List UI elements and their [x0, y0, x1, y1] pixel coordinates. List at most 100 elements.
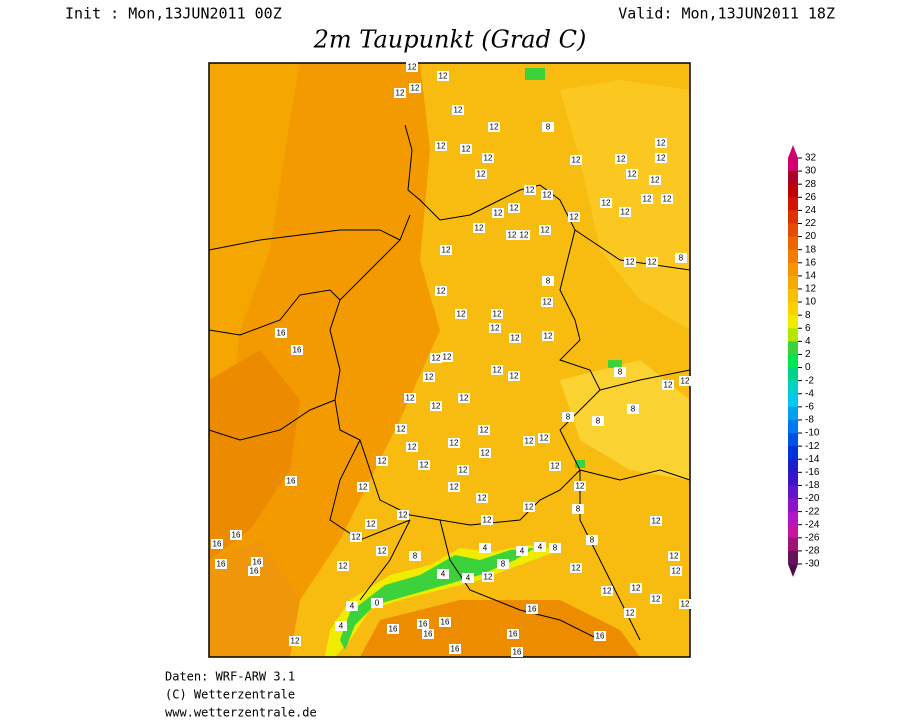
station-value: 12	[602, 199, 611, 208]
station-value: 12	[544, 332, 553, 341]
legend-swatch	[788, 393, 798, 408]
station-box	[655, 138, 667, 148]
station-box	[423, 372, 435, 382]
station-box	[641, 194, 653, 204]
station-value: 12	[478, 494, 487, 503]
station-value: 12	[484, 573, 493, 582]
station-box	[539, 225, 551, 235]
station-box	[489, 323, 501, 333]
station-box	[215, 559, 227, 569]
legend-swatch	[788, 302, 798, 316]
legend-tick-label: 6	[805, 323, 811, 334]
station-box	[570, 563, 582, 573]
station-value: 12	[442, 246, 451, 255]
station-labels: 12 12 12 12 12 8 12 12 12 12 12 12 12 12 12 12 12 12 12 12 1…	[211, 62, 691, 657]
station-value: 12	[526, 186, 535, 195]
station-box	[492, 208, 504, 218]
station-value: 12	[437, 142, 446, 151]
legend-tick-label: -30	[805, 559, 820, 570]
station-value: 12	[648, 258, 657, 267]
station-value: 12	[511, 334, 520, 343]
legend-swatch	[788, 433, 798, 447]
legend-swatch	[788, 158, 798, 172]
station-box	[285, 476, 297, 486]
station-value: 12	[681, 600, 690, 609]
station-value: 12	[493, 310, 502, 319]
legend-swatch	[788, 210, 798, 224]
borders	[208, 124, 691, 641]
station-value: 12	[572, 156, 581, 165]
station-value: 8	[679, 254, 684, 263]
station-value: 16	[277, 329, 286, 338]
map-frame	[208, 62, 691, 658]
station-box	[542, 122, 554, 132]
station-value: 12	[551, 462, 560, 471]
station-box	[482, 572, 494, 582]
station-box	[507, 629, 519, 639]
station-value: 12	[663, 195, 672, 204]
legend-tick-label: -18	[805, 480, 820, 491]
station-value: 12	[378, 457, 387, 466]
station-box	[491, 309, 503, 319]
legend-swatch	[788, 275, 798, 290]
station-value: 12	[411, 84, 420, 93]
color-legend: 32302826242220181614121086420-2-4-6-8-10…	[788, 145, 820, 577]
station-box	[418, 460, 430, 470]
legend-swatch	[788, 315, 798, 329]
station-box	[476, 493, 488, 503]
data-source: Daten: WRF-ARW 3.1	[165, 670, 295, 684]
legend-tick-label: -22	[805, 506, 820, 517]
station-value: 16	[253, 558, 262, 567]
legend-tick-label: 4	[805, 336, 811, 347]
legend-tick-label: -10	[805, 428, 820, 439]
station-box	[526, 604, 538, 614]
station-box	[523, 436, 535, 446]
legend-swatch	[788, 171, 798, 185]
legend-tick-label: 20	[805, 231, 817, 242]
station-box	[395, 424, 407, 434]
station-value: 4	[350, 602, 355, 611]
station-box	[538, 433, 550, 443]
legend-tick-label: 0	[805, 362, 811, 373]
station-box	[422, 629, 434, 639]
station-value: 12	[457, 310, 466, 319]
station-value: 12	[459, 466, 468, 475]
station-box	[646, 257, 658, 267]
legend-tick-label: -20	[805, 493, 820, 504]
station-box	[460, 144, 472, 154]
legend-tick-label: 26	[805, 192, 817, 203]
station-value: 12	[652, 517, 661, 526]
station-value: 4	[441, 570, 446, 579]
legend-tick-label: 28	[805, 179, 817, 190]
station-value: 16	[250, 567, 259, 576]
station-value: 8	[576, 505, 581, 514]
legend-swatch	[788, 459, 798, 473]
station-box	[542, 276, 554, 286]
station-box	[479, 543, 491, 553]
legend-tick-label: -24	[805, 519, 820, 530]
station-value: 12	[397, 425, 406, 434]
station-value: 12	[543, 191, 552, 200]
station-value: 12	[460, 394, 469, 403]
legend-tick-label: -26	[805, 532, 820, 543]
station-box	[601, 586, 613, 596]
station-value: 12	[481, 449, 490, 458]
station-value: 16	[293, 346, 302, 355]
station-box	[376, 546, 388, 556]
station-value: 12	[490, 123, 499, 132]
station-value: 12	[651, 176, 660, 185]
station-value: 16	[528, 605, 537, 614]
station-value: 12	[626, 258, 635, 267]
station-value: 8	[618, 368, 623, 377]
station-box	[417, 619, 429, 629]
station-value: 4	[538, 543, 543, 552]
station-box	[291, 345, 303, 355]
station-box	[350, 532, 362, 542]
station-box	[574, 481, 586, 491]
legend-swatch	[788, 524, 798, 539]
station-value: 12	[450, 483, 459, 492]
legend-swatch	[788, 511, 798, 526]
station-box	[409, 551, 421, 561]
station-value: 12	[657, 154, 666, 163]
station-value: 4	[483, 544, 488, 553]
